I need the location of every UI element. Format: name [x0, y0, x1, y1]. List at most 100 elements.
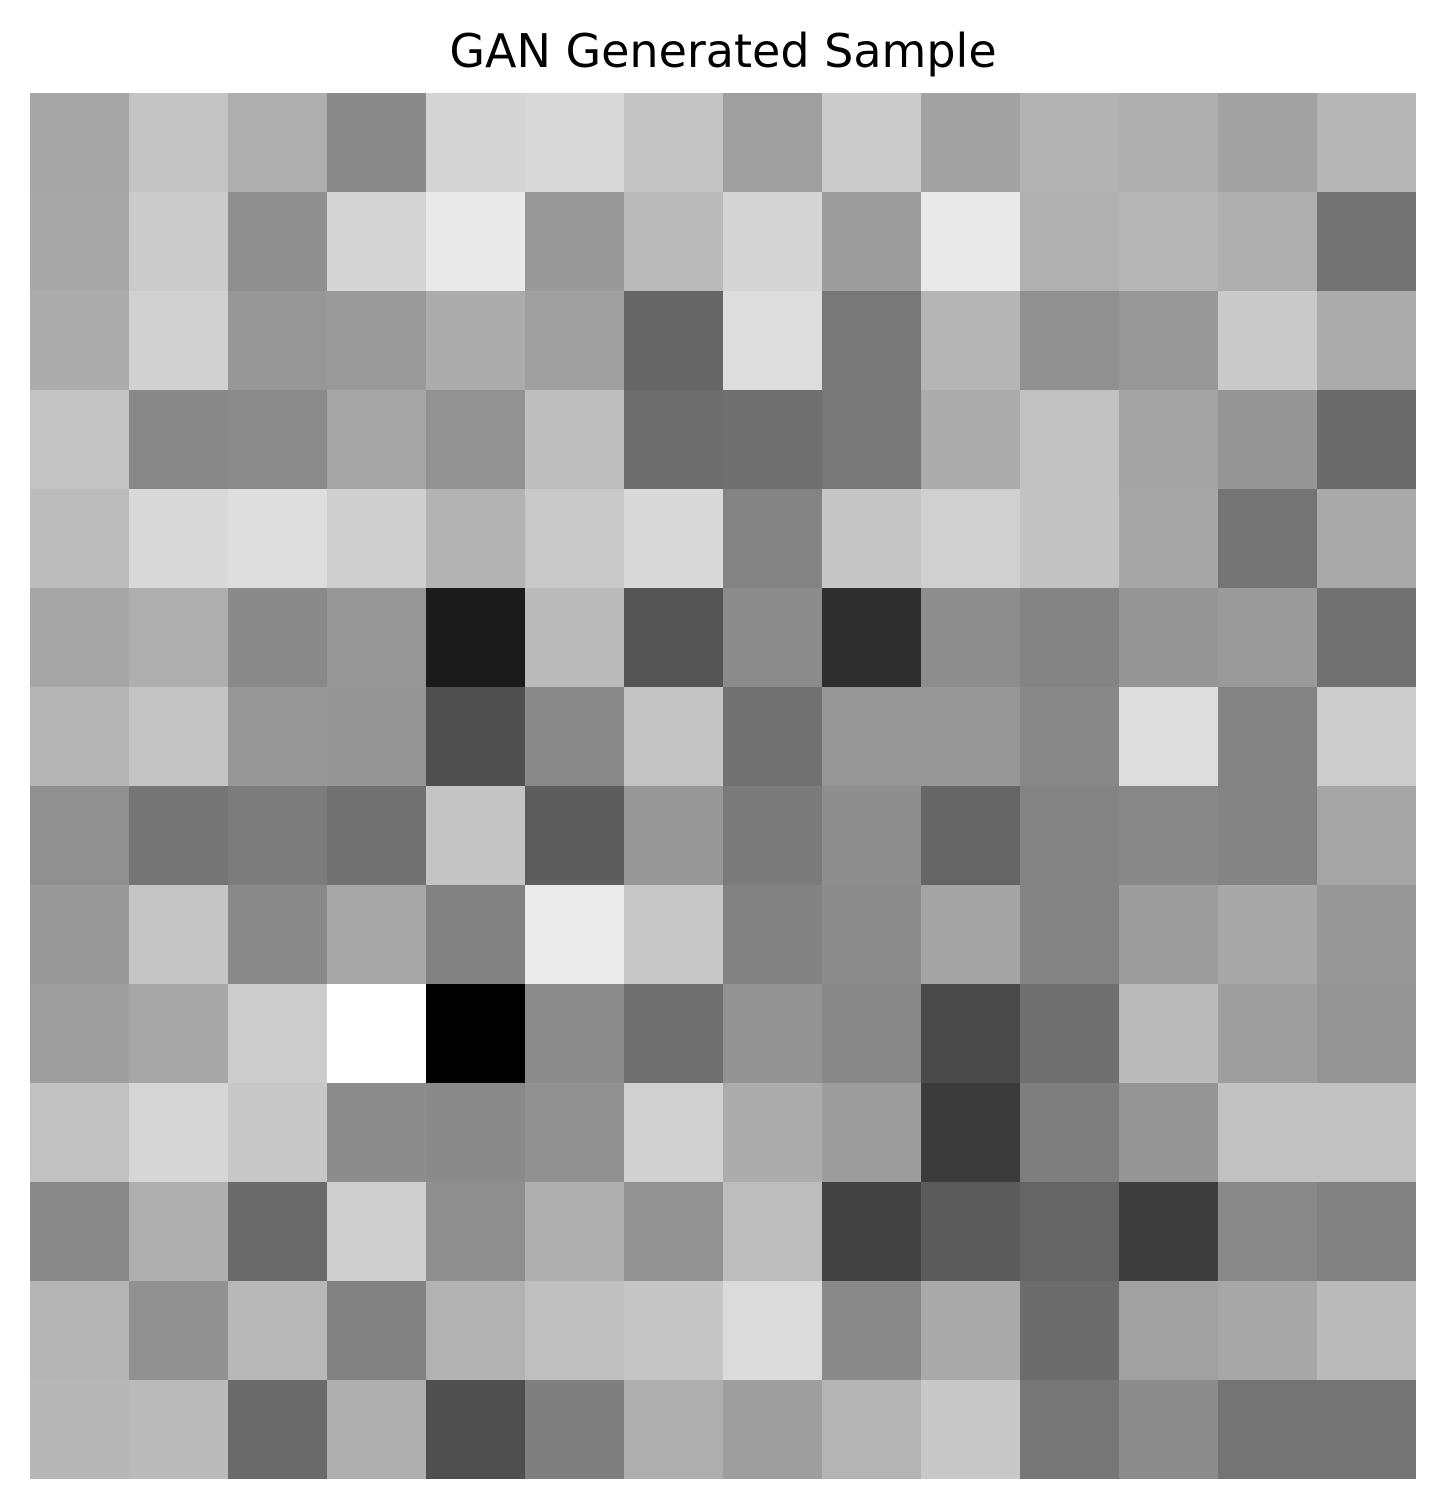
heatmap-cell-r5-c11: [1119, 588, 1219, 688]
heatmap-cell-r2-c9: [921, 291, 1021, 391]
heatmap-cell-r6-c2: [228, 687, 328, 787]
heatmap-cell-r5-c5: [525, 588, 625, 688]
heatmap-cell-r13-c12: [1218, 1380, 1318, 1479]
heatmap-cell-r11-c5: [525, 1182, 625, 1282]
heatmap-cell-r9-c2: [228, 984, 328, 1084]
heatmap-cell-r5-c12: [1218, 588, 1318, 688]
heatmap-cell-r10-c4: [426, 1083, 526, 1183]
heatmap-cell-r2-c12: [1218, 291, 1318, 391]
heatmap-cell-r11-c9: [921, 1182, 1021, 1282]
heatmap-cell-r5-c2: [228, 588, 328, 688]
heatmap-cell-r13-c8: [822, 1380, 922, 1479]
heatmap-cell-r2-c1: [129, 291, 229, 391]
heatmap-cell-r5-c10: [1020, 588, 1120, 688]
heatmap-cell-r0-c9: [921, 93, 1021, 193]
heatmap-cell-r10-c10: [1020, 1083, 1120, 1183]
heatmap-cell-r4-c11: [1119, 489, 1219, 589]
heatmap-cell-r8-c0: [30, 885, 130, 985]
heatmap-cell-r6-c12: [1218, 687, 1318, 787]
heatmap-cell-r6-c13: [1317, 687, 1416, 787]
heatmap-cell-r12-c6: [624, 1281, 724, 1381]
heatmap-cell-r12-c3: [327, 1281, 427, 1381]
heatmap-cell-r3-c8: [822, 390, 922, 490]
heatmap-cell-r13-c1: [129, 1380, 229, 1479]
heatmap-cell-r13-c2: [228, 1380, 328, 1479]
heatmap-cell-r4-c5: [525, 489, 625, 589]
heatmap-cell-r10-c8: [822, 1083, 922, 1183]
heatmap-cell-r7-c6: [624, 786, 724, 886]
heatmap-cell-r4-c13: [1317, 489, 1416, 589]
heatmap-cell-r1-c12: [1218, 192, 1318, 292]
heatmap-cell-r5-c9: [921, 588, 1021, 688]
heatmap-cell-r1-c13: [1317, 192, 1416, 292]
heatmap-cell-r12-c1: [129, 1281, 229, 1381]
heatmap-cell-r5-c4: [426, 588, 526, 688]
heatmap-cell-r0-c13: [1317, 93, 1416, 193]
heatmap-cell-r8-c8: [822, 885, 922, 985]
heatmap-cell-r11-c12: [1218, 1182, 1318, 1282]
heatmap-cell-r6-c11: [1119, 687, 1219, 787]
heatmap-cell-r11-c6: [624, 1182, 724, 1282]
heatmap-cell-r9-c13: [1317, 984, 1416, 1084]
heatmap-cell-r11-c3: [327, 1182, 427, 1282]
heatmap-cell-r3-c2: [228, 390, 328, 490]
heatmap-cell-r4-c7: [723, 489, 823, 589]
heatmap-cell-r2-c2: [228, 291, 328, 391]
heatmap-cell-r0-c12: [1218, 93, 1318, 193]
heatmap-cell-r8-c11: [1119, 885, 1219, 985]
heatmap-cell-r8-c6: [624, 885, 724, 985]
heatmap-cell-r2-c6: [624, 291, 724, 391]
heatmap-cell-r6-c4: [426, 687, 526, 787]
heatmap-cell-r9-c3: [327, 984, 427, 1084]
heatmap-cell-r7-c2: [228, 786, 328, 886]
heatmap-cell-r9-c11: [1119, 984, 1219, 1084]
heatmap-cell-r2-c11: [1119, 291, 1219, 391]
heatmap-cell-r7-c12: [1218, 786, 1318, 886]
heatmap-cell-r13-c3: [327, 1380, 427, 1479]
heatmap-cell-r11-c1: [129, 1182, 229, 1282]
heatmap-cell-r0-c10: [1020, 93, 1120, 193]
heatmap-cell-r4-c9: [921, 489, 1021, 589]
heatmap-cell-r1-c10: [1020, 192, 1120, 292]
heatmap-cell-r13-c7: [723, 1380, 823, 1479]
heatmap-cell-r7-c7: [723, 786, 823, 886]
heatmap-cell-r6-c5: [525, 687, 625, 787]
heatmap-cell-r0-c6: [624, 93, 724, 193]
heatmap-cell-r5-c0: [30, 588, 130, 688]
heatmap-cell-r11-c13: [1317, 1182, 1416, 1282]
heatmap-cell-r4-c8: [822, 489, 922, 589]
heatmap-cell-r1-c1: [129, 192, 229, 292]
heatmap-cell-r4-c6: [624, 489, 724, 589]
heatmap-cell-r11-c0: [30, 1182, 130, 1282]
heatmap-cell-r1-c5: [525, 192, 625, 292]
heatmap-cell-r4-c3: [327, 489, 427, 589]
heatmap-cell-r3-c6: [624, 390, 724, 490]
heatmap-cell-r12-c10: [1020, 1281, 1120, 1381]
heatmap-cell-r5-c6: [624, 588, 724, 688]
heatmap-cell-r8-c10: [1020, 885, 1120, 985]
heatmap-cell-r4-c0: [30, 489, 130, 589]
heatmap-cell-r13-c0: [30, 1380, 130, 1479]
heatmap-cell-r13-c11: [1119, 1380, 1219, 1479]
heatmap-cell-r0-c11: [1119, 93, 1219, 193]
heatmap-cell-r8-c2: [228, 885, 328, 985]
chart-title: GAN Generated Sample: [449, 24, 997, 78]
heatmap-cell-r1-c3: [327, 192, 427, 292]
heatmap-cell-r9-c9: [921, 984, 1021, 1084]
heatmap-cell-r11-c2: [228, 1182, 328, 1282]
heatmap-cell-r7-c13: [1317, 786, 1416, 886]
heatmap-cell-r0-c7: [723, 93, 823, 193]
heatmap-cell-r2-c0: [30, 291, 130, 391]
heatmap-cell-r3-c12: [1218, 390, 1318, 490]
heatmap-cell-r4-c10: [1020, 489, 1120, 589]
heatmap-cell-r4-c4: [426, 489, 526, 589]
heatmap-cell-r3-c5: [525, 390, 625, 490]
heatmap-cell-r5-c13: [1317, 588, 1416, 688]
heatmap-cell-r9-c7: [723, 984, 823, 1084]
heatmap-cell-r4-c1: [129, 489, 229, 589]
heatmap-cell-r0-c1: [129, 93, 229, 193]
heatmap-cell-r4-c12: [1218, 489, 1318, 589]
heatmap-cell-r13-c6: [624, 1380, 724, 1479]
heatmap-cell-r8-c9: [921, 885, 1021, 985]
heatmap-cell-r12-c2: [228, 1281, 328, 1381]
